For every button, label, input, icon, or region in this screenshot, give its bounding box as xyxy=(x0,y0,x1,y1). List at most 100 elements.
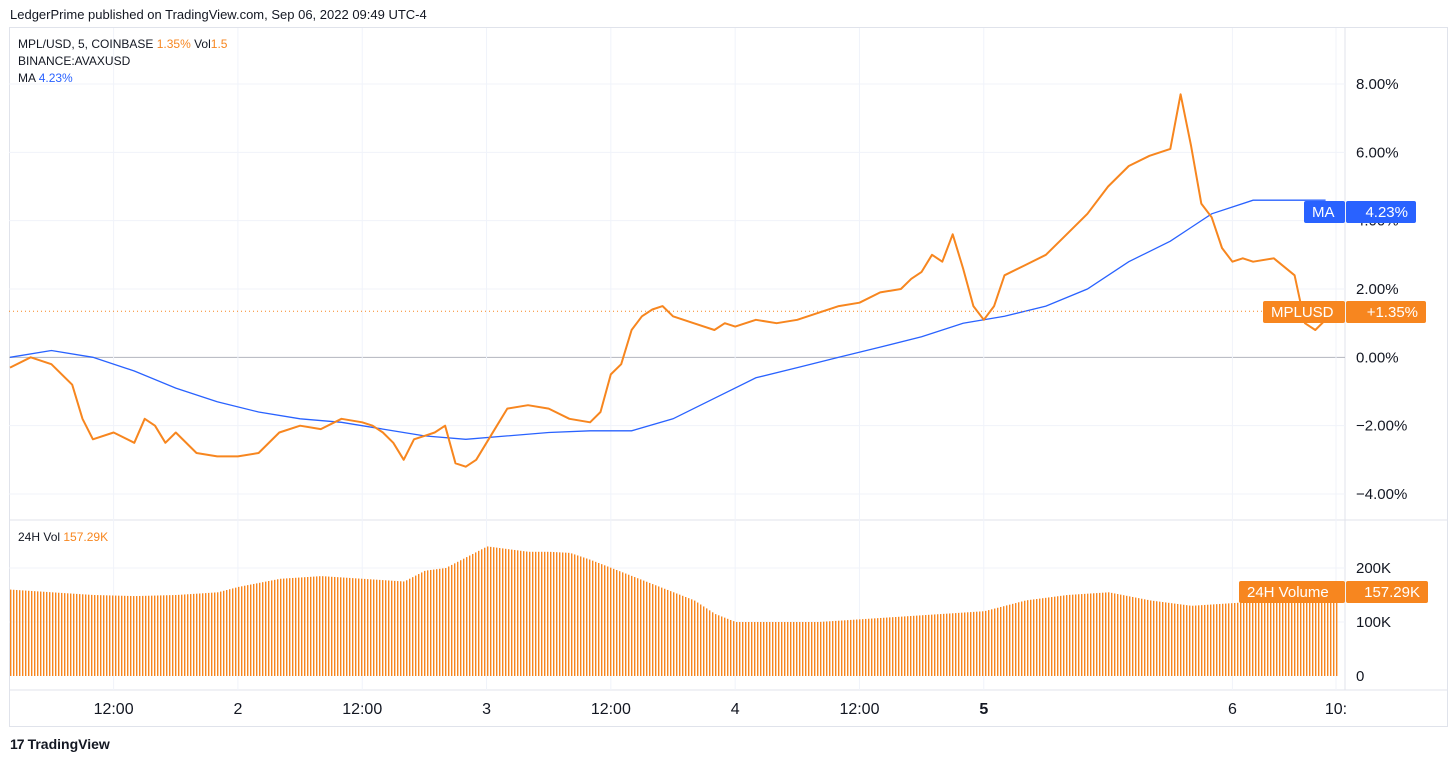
volume-bar xyxy=(535,551,537,676)
volume-bar xyxy=(394,580,396,676)
volume-bar xyxy=(1111,592,1113,676)
volume-bar xyxy=(889,617,891,676)
volume-bar xyxy=(697,602,699,676)
volume-bar xyxy=(544,551,546,676)
volume-bar xyxy=(586,558,588,676)
volume-bar xyxy=(235,587,237,676)
volume-bar xyxy=(769,622,771,676)
legend-vol24-row[interactable]: 24H Vol 157.29K xyxy=(18,530,108,544)
volume-bar xyxy=(787,622,789,676)
volume-bar xyxy=(55,592,57,676)
volume-bar xyxy=(955,613,957,676)
volume-bar xyxy=(1297,596,1299,676)
volume-bar xyxy=(562,552,564,676)
volume-bar xyxy=(1285,598,1287,676)
volume-bar xyxy=(1120,594,1122,676)
volume-bar xyxy=(43,591,45,676)
volume-bar xyxy=(184,594,186,676)
volume-bar xyxy=(1300,595,1302,676)
mpl-badge-value-bg xyxy=(1346,301,1426,323)
volume-bar xyxy=(1228,603,1230,676)
volume-bar xyxy=(1093,593,1095,676)
volume-bar xyxy=(619,571,621,676)
volume-bar xyxy=(637,578,639,676)
volume-bar xyxy=(691,599,693,676)
mpl-badge-value: +1.35% xyxy=(1367,304,1418,321)
volume-bar xyxy=(355,578,357,676)
volume-bars xyxy=(10,546,1338,676)
volume-bar xyxy=(1282,598,1284,676)
volume-bar xyxy=(766,622,768,676)
volume-bar xyxy=(1012,603,1014,676)
volume-bar xyxy=(346,577,348,676)
time-tick-label: 12:00 xyxy=(342,701,382,718)
publisher-line: LedgerPrime published on TradingView.com… xyxy=(10,7,427,22)
volume-bar xyxy=(790,622,792,676)
volume-bar xyxy=(217,592,219,676)
volume-bar xyxy=(568,552,570,676)
legend-ma-row[interactable]: MA 4.23% xyxy=(18,71,73,85)
volume-bar xyxy=(397,581,399,676)
volume-bar xyxy=(1126,595,1128,676)
volume-bar xyxy=(1309,594,1311,676)
volume-bar xyxy=(1240,602,1242,676)
volume-bar xyxy=(1153,600,1155,676)
volume-bar xyxy=(1009,604,1011,676)
volume-bar xyxy=(277,579,279,676)
volume-bar xyxy=(391,580,393,676)
volume-bar xyxy=(1150,600,1152,676)
volume-bar xyxy=(763,622,765,676)
ma-series-line xyxy=(9,199,1326,440)
volume-bar xyxy=(559,552,561,676)
volume-badge-value-bg xyxy=(1346,581,1428,603)
volume-bar xyxy=(811,622,813,676)
volume-bar xyxy=(289,578,291,676)
volume-bar xyxy=(892,617,894,676)
volume-bar xyxy=(1042,598,1044,676)
volume-bar xyxy=(1162,602,1164,676)
volume-bar xyxy=(151,595,153,676)
volume-bar xyxy=(652,584,654,676)
volume-bar xyxy=(928,614,930,676)
volume-bar xyxy=(466,557,468,676)
volume-bar xyxy=(919,615,921,676)
legend-compare-row[interactable]: BINANCE:AVAXUSD xyxy=(18,54,130,68)
volume-bar xyxy=(592,560,594,676)
volume-bar xyxy=(163,595,165,676)
volume-bar xyxy=(1255,601,1257,676)
volume-bar xyxy=(946,613,948,676)
volume-bar xyxy=(988,610,990,676)
tradingview-brand[interactable]: 17 TradingView xyxy=(10,736,110,752)
volume-bar xyxy=(499,548,501,676)
volume-bar xyxy=(418,574,420,676)
volume-bar xyxy=(967,612,969,676)
volume-bar xyxy=(331,576,333,676)
volume-bar xyxy=(469,555,471,676)
volume-bar xyxy=(1117,594,1119,676)
volume-bar xyxy=(1057,596,1059,676)
legend-symbol-row[interactable]: MPL/USD, 5, COINBASE 1.35% Vol1.5 xyxy=(18,37,227,51)
volume-bar xyxy=(772,622,774,676)
volume-bar xyxy=(34,591,36,676)
volume-badge: 24H Volume 157.29K xyxy=(1239,581,1428,603)
volume-bar xyxy=(127,595,129,676)
volume-bar xyxy=(1021,601,1023,676)
volume-bar xyxy=(1264,601,1266,676)
volume-bar xyxy=(472,553,474,676)
volume-bar xyxy=(823,621,825,676)
legend-symbol: MPL/USD, 5, COINBASE xyxy=(18,37,154,51)
volume-bar xyxy=(22,590,24,676)
ma-badge-label-bg xyxy=(1304,201,1345,223)
volume-bar xyxy=(523,551,525,676)
volume-bar xyxy=(358,578,360,676)
volume-bar xyxy=(895,616,897,676)
volume-bar xyxy=(916,615,918,676)
volume-bar xyxy=(931,614,933,676)
volume-bar xyxy=(1072,594,1074,676)
volume-bar xyxy=(676,593,678,676)
volume-bar xyxy=(1069,594,1071,676)
volume-bar xyxy=(265,581,267,676)
volume-bar xyxy=(628,574,630,676)
legend-compare: BINANCE:AVAXUSD xyxy=(18,54,131,68)
